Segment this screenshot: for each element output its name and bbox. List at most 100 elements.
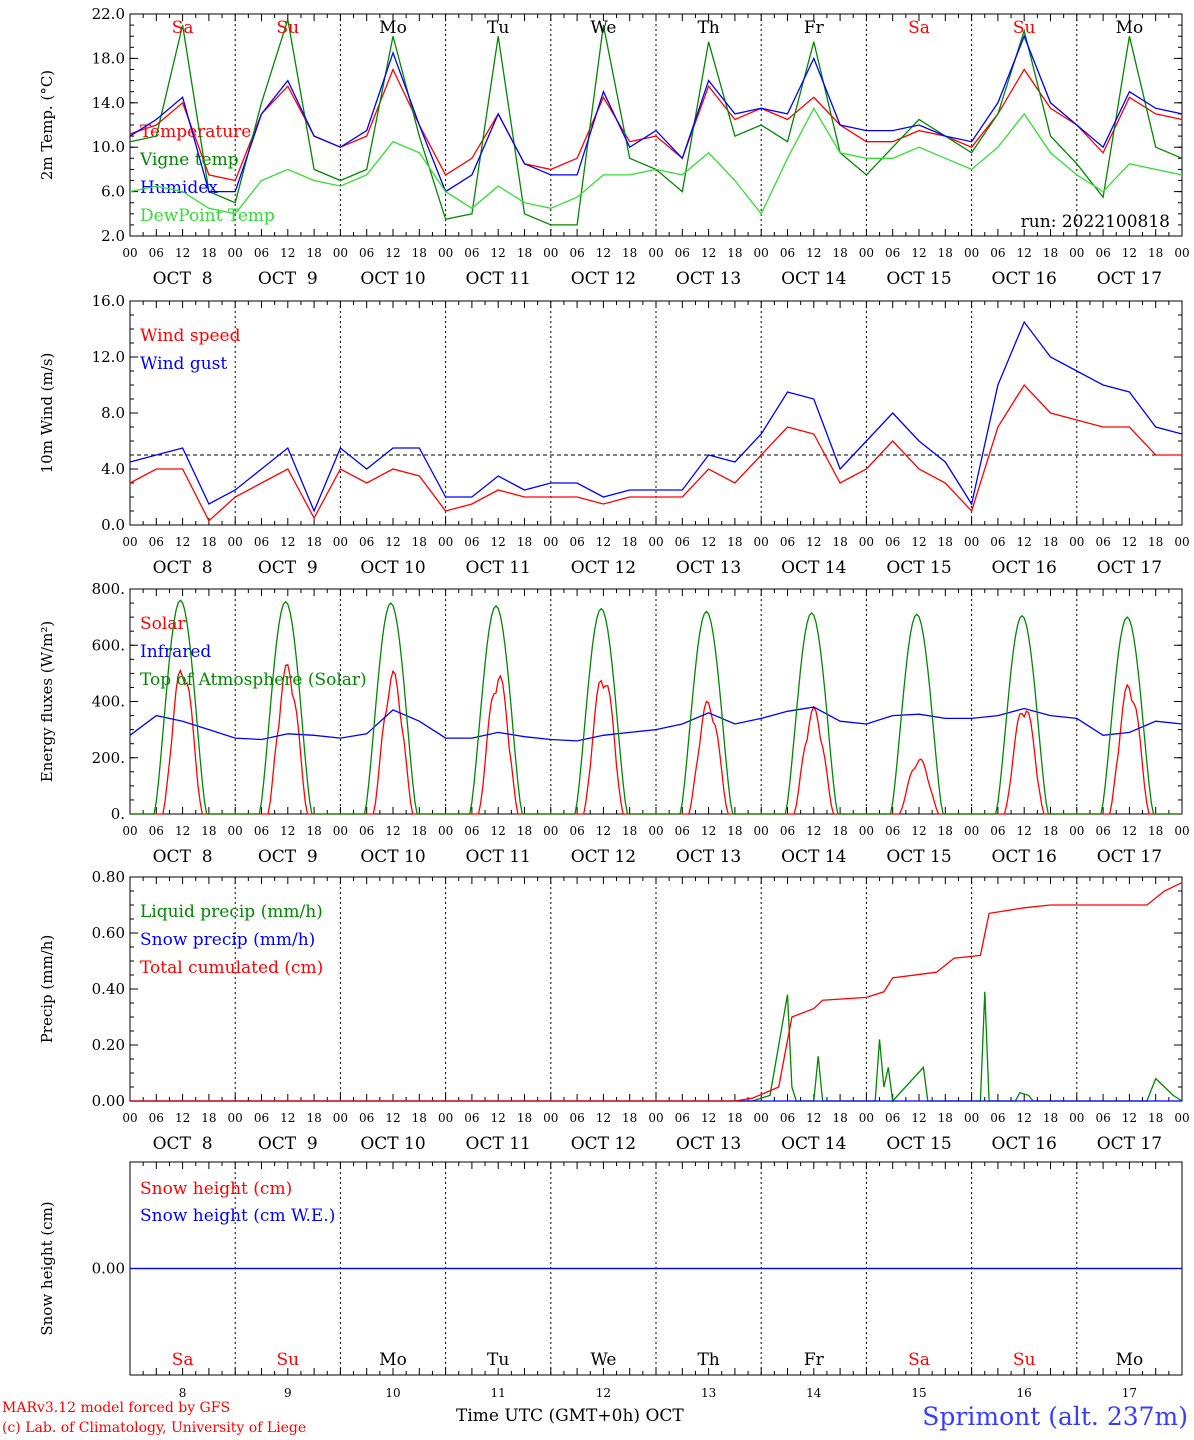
weekday-label: Su — [1013, 1350, 1036, 1370]
day-number-label: 9 — [284, 1386, 292, 1400]
hour-tick-label: 12 — [911, 824, 926, 838]
hour-tick-label: 06 — [885, 535, 900, 549]
hour-tick-label: 00 — [543, 246, 558, 260]
day-label: OCT 9 — [258, 847, 318, 867]
hour-tick-label: 00 — [122, 535, 137, 549]
hour-tick-label: 18 — [727, 535, 742, 549]
hour-tick-label: 00 — [859, 824, 874, 838]
hour-tick-label: 12 — [1122, 1111, 1137, 1125]
hour-tick-label: 00 — [648, 246, 663, 260]
series-line — [129, 106, 1183, 216]
hour-tick-label: 12 — [280, 1111, 295, 1125]
weekday-label: Mo — [1116, 1350, 1144, 1370]
y-tick-label: 0.00 — [92, 1092, 125, 1110]
hour-tick-label: 06 — [1095, 535, 1110, 549]
hour-tick-label: 12 — [596, 824, 611, 838]
series-line — [129, 383, 1182, 522]
day-number-label: 16 — [1017, 1386, 1032, 1400]
legend-entry: Wind speed — [140, 326, 241, 346]
y-tick-label: 0.00 — [92, 1260, 125, 1278]
y-tick-label: 10.0 — [92, 138, 125, 156]
day-number-label: 17 — [1122, 1386, 1137, 1400]
day-label: OCT 9 — [258, 558, 318, 578]
hour-tick-label: 00 — [122, 824, 137, 838]
hour-tick-label: 12 — [1017, 1111, 1032, 1125]
hour-tick-label: 00 — [859, 535, 874, 549]
hour-tick-label: 00 — [754, 535, 769, 549]
hour-tick-label: 12 — [701, 246, 716, 260]
weekday-label: Tu — [487, 18, 509, 38]
hour-tick-label: 18 — [622, 535, 637, 549]
y-tick-label: 0.60 — [92, 924, 125, 942]
hour-tick-label: 00 — [333, 535, 348, 549]
hour-tick-label: 18 — [622, 246, 637, 260]
hour-tick-label: 12 — [1017, 824, 1032, 838]
hour-tick-label: 18 — [201, 535, 216, 549]
hour-tick-label: 00 — [648, 1111, 663, 1125]
hour-tick-label: 18 — [938, 535, 953, 549]
weekday-label: Fr — [804, 18, 825, 38]
series-line — [129, 34, 1183, 193]
hour-tick-label: 00 — [1174, 246, 1189, 260]
hour-tick-label: 12 — [596, 246, 611, 260]
day-label: OCT 17 — [1097, 558, 1162, 578]
weekday-label: Mo — [379, 1350, 407, 1370]
hour-tick-label: 18 — [1043, 824, 1058, 838]
hour-tick-label: 18 — [517, 824, 532, 838]
weekday-label: Su — [276, 18, 299, 38]
weekday-label: Su — [1013, 18, 1036, 38]
day-label: OCT 11 — [466, 269, 531, 289]
weekday-label: Sa — [908, 1350, 930, 1370]
hour-tick-label: 18 — [938, 246, 953, 260]
day-number-label: 11 — [491, 1386, 506, 1400]
panel-3: 0. 200. 400. 600. 800. Energy fluxes (W/m²) So… — [38, 580, 1190, 867]
hour-tick-label: 06 — [885, 824, 900, 838]
hour-tick-label: 06 — [780, 1111, 795, 1125]
hour-tick-label: 12 — [806, 246, 821, 260]
y-tick-label: 16.0 — [92, 292, 125, 310]
hour-tick-label: 18 — [727, 1111, 742, 1125]
hour-tick-label: 18 — [622, 824, 637, 838]
hour-tick-label: 18 — [727, 824, 742, 838]
hour-tick-label: 18 — [412, 246, 427, 260]
hour-tick-label: 06 — [990, 535, 1005, 549]
hour-tick-label: 18 — [1148, 824, 1163, 838]
day-number-label: 14 — [806, 1386, 822, 1400]
day-label: OCT 9 — [258, 269, 318, 289]
day-label: OCT 17 — [1097, 269, 1162, 289]
hour-tick-label: 00 — [1174, 1111, 1189, 1125]
weekday-label: We — [590, 1350, 616, 1370]
y-tick-label: 2.0 — [101, 227, 125, 245]
hour-tick-label: 12 — [491, 824, 506, 838]
hour-tick-label: 06 — [254, 535, 269, 549]
day-label: OCT 12 — [571, 847, 636, 867]
hour-tick-label: 12 — [175, 535, 190, 549]
weekday-label: Th — [697, 18, 719, 38]
day-label: OCT 16 — [992, 558, 1057, 578]
hour-tick-label: 18 — [412, 824, 427, 838]
hour-tick-label: 00 — [438, 535, 453, 549]
hour-tick-label: 00 — [1069, 535, 1084, 549]
hour-tick-label: 00 — [228, 246, 243, 260]
legend-entry: Vigne temp — [139, 150, 239, 170]
hour-tick-label: 06 — [780, 824, 795, 838]
legend-entry: Humidex — [140, 178, 218, 198]
y-tick-label: 200. — [92, 749, 125, 767]
series-line — [129, 320, 1183, 513]
hour-tick-label: 00 — [228, 535, 243, 549]
hour-tick-label: 06 — [1095, 1111, 1110, 1125]
hour-tick-label: 06 — [149, 246, 164, 260]
day-label: OCT 17 — [1097, 847, 1162, 867]
hour-tick-label: 00 — [648, 535, 663, 549]
hour-tick-label: 12 — [491, 246, 506, 260]
legend-entry: Snow precip (mm/h) — [140, 930, 315, 950]
y-tick-label: 600. — [92, 636, 125, 654]
hour-tick-label: 18 — [306, 824, 321, 838]
hour-tick-label: 12 — [806, 1111, 821, 1125]
hour-tick-label: 00 — [964, 246, 979, 260]
hour-tick-label: 00 — [122, 1111, 137, 1125]
y-axis-label: Precip (mm/h) — [38, 935, 56, 1044]
model-credit: MARv3.12 model forced by GFS — [2, 1400, 231, 1416]
panel-4: 0.00 0.20 0.40 0.60 0.80 Precip (mm/h) Liquid … — [38, 868, 1190, 1154]
day-label: OCT 8 — [153, 1134, 213, 1154]
